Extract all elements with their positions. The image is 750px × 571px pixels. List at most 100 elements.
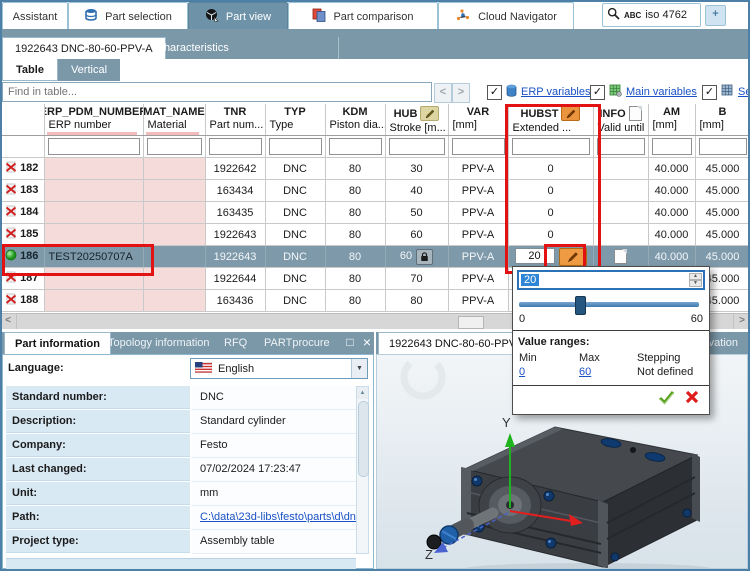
spin-down-icon[interactable]: ▼ [689, 280, 702, 287]
find-next-button[interactable]: > [452, 83, 470, 103]
part-info-scrollbar[interactable]: ▲ [356, 386, 369, 554]
accept-check-icon[interactable] [658, 390, 675, 408]
tab-part-selection[interactable]: Part selection [68, 2, 188, 30]
header-var[interactable]: VAR [mm] [448, 104, 509, 136]
value-spinbox[interactable]: 20 ▲ ▼ [517, 270, 705, 290]
header-typ[interactable]: TYP Type [265, 104, 326, 136]
tab-part-information[interactable]: Part information [4, 332, 111, 354]
hubst-edit-pencil-button[interactable] [558, 247, 587, 266]
tab-part-view-label: Part view [225, 10, 272, 23]
view-tab-table[interactable]: Table [2, 59, 58, 81]
search-icon [607, 7, 620, 23]
table-row-182[interactable]: 182 1922642 DNC 80 30 PPV-A 0 40.000 45.… [0, 157, 750, 180]
part-info-scroll-thumb[interactable] [358, 401, 369, 477]
tab-rfq[interactable]: RFQ [224, 337, 248, 349]
filter-erp[interactable] [47, 138, 140, 155]
main-variables-table-icon [609, 84, 622, 100]
row-info-document-icon[interactable] [614, 248, 627, 264]
header-hub[interactable]: HUB Stroke [m... [385, 104, 449, 136]
spinbox-selected-value[interactable]: 20 [521, 274, 540, 286]
deleted-row-icon [5, 183, 17, 198]
slider-min-label: 0 [519, 313, 526, 325]
main-variables-link[interactable]: Main variables [626, 86, 697, 98]
header-hubst[interactable]: HUBST Extended ... [508, 104, 594, 136]
tab-assistant[interactable]: Assistant [2, 2, 68, 30]
header-mat-name[interactable]: MAT_NAME Material [143, 104, 206, 136]
value-slider-track[interactable] [519, 302, 699, 307]
header-b[interactable]: B [mm] [695, 104, 750, 136]
hubst-pencil-icon[interactable] [561, 106, 581, 121]
path-link[interactable]: C:\data\23d-libs\festo\parts\d\dnc\d [192, 506, 356, 530]
find-bar: < > ✓ ERP variables ✓ Main variables ✓ S… [0, 82, 750, 104]
header-am[interactable]: AM [mm] [648, 104, 696, 136]
main-variables-checkbox[interactable]: ✓ [590, 84, 605, 100]
tab-partprocure[interactable]: PARTprocure [264, 337, 330, 349]
cancel-cross-icon[interactable] [685, 390, 699, 408]
new-row-icon [5, 249, 17, 264]
viewer-tab-part[interactable]: 1922643 DNC-80-60-PPV-A [378, 332, 538, 354]
erp-variables-checkbox[interactable]: ✓ [487, 84, 502, 100]
filter-am[interactable] [651, 138, 692, 155]
filter-hubst[interactable] [511, 138, 590, 155]
min-value-link[interactable]: 0 [519, 366, 526, 378]
language-value: English [218, 362, 255, 375]
add-search-tab-button[interactable]: + [705, 5, 726, 26]
filter-info[interactable] [596, 138, 645, 155]
hubst-value-box[interactable]: 20 [514, 247, 555, 264]
scroll-right-arrow[interactable]: > [733, 314, 750, 329]
scroll-left-arrow[interactable]: < [0, 314, 17, 329]
maximize-panel-icon[interactable]: □ [346, 335, 354, 349]
deleted-row-icon [5, 161, 17, 176]
erp-modified-indicator [46, 132, 137, 135]
doc-tab-part[interactable]: 1922643 DNC-80-60-PPV-A [2, 37, 166, 59]
filter-mat[interactable] [146, 138, 202, 155]
filter-var[interactable] [451, 138, 505, 155]
find-in-table-input[interactable] [2, 82, 432, 102]
view-tab-vertical[interactable]: Vertical [58, 59, 120, 81]
tab-part-view[interactable]: Part view [188, 2, 288, 30]
viewer-tab-navigation-fragment[interactable]: vation [708, 337, 738, 349]
header-kdm[interactable]: KDM Piston dia... [325, 104, 386, 136]
header-tnr[interactable]: TNR Part num... [205, 104, 266, 136]
3d-viewport[interactable]: Y Z [376, 354, 748, 569]
dropdown-arrow-icon[interactable]: ▼ [351, 359, 367, 378]
mat-modified-indicator [145, 132, 199, 135]
header-info[interactable]: INFO Valid until [593, 104, 649, 136]
popup-separator-2 [513, 385, 709, 386]
filter-typ[interactable] [268, 138, 322, 155]
tab-topology-information[interactable]: Topology information [108, 337, 210, 349]
filter-hub[interactable] [388, 138, 445, 155]
filter-b[interactable] [698, 138, 747, 155]
stepping-value: Not defined [637, 366, 694, 378]
erp-variables-link[interactable]: ERP variables [521, 86, 591, 98]
tab-cloud-navigator[interactable]: Cloud Navigator [438, 2, 574, 30]
quick-search-box[interactable]: ABC iso 4762 [602, 3, 701, 27]
spin-up-icon[interactable]: ▲ [689, 273, 702, 280]
value-slider-handle[interactable] [575, 296, 586, 315]
filter-main-variables: ✓ Main variables [590, 84, 697, 100]
scrollbar-thumb[interactable] [458, 316, 484, 329]
lock-icon[interactable] [416, 248, 434, 265]
tab-part-comparison[interactable]: Part comparison [288, 2, 438, 30]
view-tab-vertical-label: Vertical [70, 64, 108, 76]
header-erp-pdm-number[interactable]: ERP_PDM_NUMBER ERP number [44, 104, 144, 136]
secondary-variables-link[interactable]: Seco [738, 86, 750, 98]
secondary-variables-checkbox[interactable]: ✓ [702, 84, 717, 100]
table-row-185[interactable]: 185 1922643 DNC 80 60 PPV-A 0 40.000 45.… [0, 223, 750, 246]
table-row-183[interactable]: 183 163434 DNC 80 40 PPV-A 0 40.000 45.0… [0, 179, 750, 202]
filter-tnr[interactable] [208, 138, 262, 155]
scroll-up-arrow[interactable]: ▲ [357, 387, 368, 399]
table-row-186-selected[interactable]: 186 TEST20250707A 1922643 DNC 80 60 PPV-… [0, 245, 750, 268]
table-row-184[interactable]: 184 163435 DNC 80 50 PPV-A 0 40.000 45.0… [0, 201, 750, 224]
find-previous-button[interactable]: < [434, 83, 452, 103]
language-dropdown[interactable]: English ▼ [190, 358, 368, 379]
close-panel-icon[interactable]: × [362, 334, 372, 350]
doc-tab-characteristics[interactable]: Characteristics [144, 37, 339, 59]
info-row-project-type: Project type: Assembly table [6, 530, 356, 554]
database-icon [84, 8, 98, 25]
max-value-link[interactable]: 60 [579, 366, 592, 378]
parts-table: ERP_PDM_NUMBER ERP number MAT_NAME Mater… [0, 104, 750, 312]
filter-kdm[interactable] [328, 138, 382, 155]
hub-pencil-icon[interactable] [420, 106, 440, 121]
